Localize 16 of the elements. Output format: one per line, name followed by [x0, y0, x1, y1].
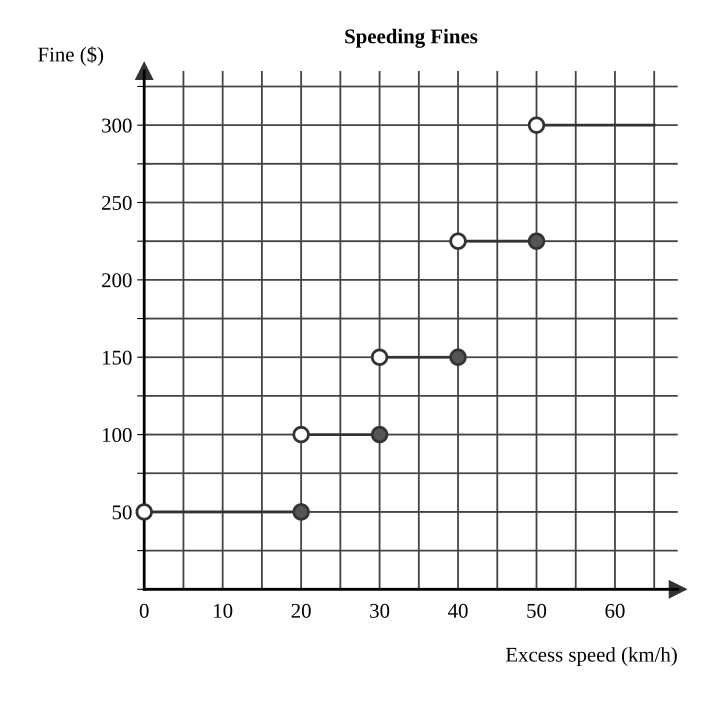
y-tick-label: 50 [112, 505, 132, 520]
x-tick-label: 30 [370, 604, 390, 618]
x-axis-title: Excess speed (km/h) [506, 647, 677, 666]
x-tick-label: 40 [448, 604, 468, 618]
x-tick-label: 20 [292, 604, 311, 618]
y-tick-label: 150 [102, 350, 132, 365]
y-tick-label: 250 [102, 196, 132, 210]
x-tick-label: 10 [214, 604, 232, 618]
x-tick-label: 50 [527, 604, 546, 618]
y-axis-title: Fine ($) [38, 46, 104, 66]
y-tick-label: 300 [102, 118, 132, 133]
y-tick-label: 100 [102, 428, 132, 442]
y-tick-label: 200 [102, 273, 132, 288]
x-tick-label: 0 [140, 604, 149, 618]
x-tick-label: 60 [605, 604, 625, 618]
chart-title: Speeding Fines [345, 28, 478, 48]
